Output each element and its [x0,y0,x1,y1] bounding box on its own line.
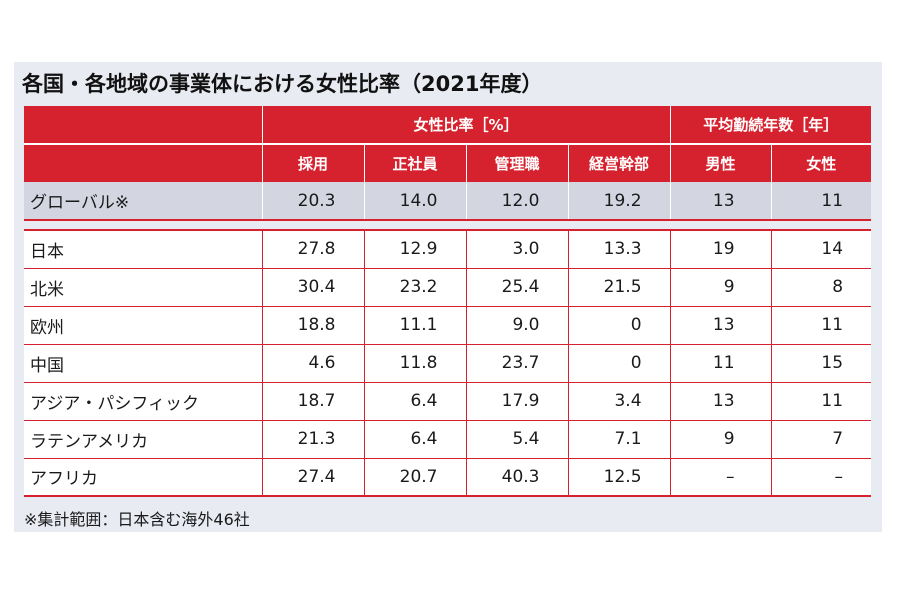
table-cell: 20.3 [261,182,364,221]
table-cell: 12.5 [567,457,671,497]
footnote: ※集計範囲：日本含む海外46社 [24,510,250,529]
table-cell: 19.2 [567,182,671,221]
table-cell: 0 [567,343,671,382]
table-cell: 13.3 [567,229,671,268]
data-table: 女性比率［%］ 平均勤続年数［年］ 採用 正社員 管理職 経営幹部 男性 女性 … [24,106,872,497]
header-corner [24,144,262,182]
row-label: 日本 [24,229,262,268]
table-cell: 12.0 [465,182,568,221]
table-cell: 8 [770,267,872,306]
page-title: 各国・各地域の事業体における女性比率（2021年度） [22,72,543,96]
global-row: グローバル※ 20.3 14.0 12.0 19.2 13 11 [24,182,872,221]
table-cell: 15 [770,343,872,382]
header-group-ratio: 女性比率［%］ [261,106,671,145]
table-cell: 27.8 [261,229,364,268]
table-cell: 30.4 [261,267,364,306]
table-cell: 9.0 [465,305,568,344]
table-cell: 6.4 [363,381,466,420]
table-cell: – [669,457,772,497]
table-cell: 7 [770,419,872,458]
column-header: 正社員 [363,144,466,182]
table-cell: 18.7 [261,381,364,420]
table-cell: 6.4 [363,419,466,458]
row-label: アジア・パシフィック [24,381,262,420]
table-cell: 13 [669,305,772,344]
table-cell: 27.4 [261,457,364,497]
table-cell: 21.3 [261,419,364,458]
header-group-row: 女性比率［%］ 平均勤続年数［年］ [24,106,872,145]
table-cell: 20.7 [363,457,466,497]
table-cell: 40.3 [465,457,568,497]
row-label: 欧州 [24,305,262,344]
table-cell: 11.8 [363,343,466,382]
table-cell: 9 [669,267,772,306]
table-cell: 3.0 [465,229,568,268]
table-row: アジア・パシフィック 18.7 6.4 17.9 3.4 13 11 [24,381,872,420]
table-cell: 13 [669,182,772,221]
row-label: ラテンアメリカ [24,419,262,458]
column-header: 経営幹部 [567,144,671,182]
column-header: 管理職 [465,144,568,182]
table-cell: 11 [770,305,872,344]
header-group-tenure: 平均勤続年数［年］ [669,106,872,145]
header-corner [24,106,262,145]
table-cell: 21.5 [567,267,671,306]
table-cell: 11 [770,381,872,420]
table-cell: 19 [669,229,772,268]
table-cell: 9 [669,419,772,458]
table-row: 欧州 18.8 11.1 9.0 0 13 11 [24,305,872,344]
table-cell: 11 [770,182,872,221]
table-row: 北米 30.4 23.2 25.4 21.5 9 8 [24,267,872,306]
table-cell: 11 [669,343,772,382]
table-cell: 3.4 [567,381,671,420]
table-row: ラテンアメリカ 21.3 6.4 5.4 7.1 9 7 [24,419,872,458]
table-row: アフリカ 27.4 20.7 40.3 12.5 – – [24,457,872,497]
table-cell: 14.0 [363,182,466,221]
header-column-row: 採用 正社員 管理職 経営幹部 男性 女性 [24,144,872,182]
table-cell: 13 [669,381,772,420]
table-cell: 12.9 [363,229,466,268]
column-header: 女性 [770,144,872,182]
table-cell: 17.9 [465,381,568,420]
table-row: 日本 27.8 12.9 3.0 13.3 19 14 [24,229,872,268]
column-header: 男性 [669,144,772,182]
table-cell: 0 [567,305,671,344]
row-label: グローバル※ [24,182,262,221]
table-panel: 各国・各地域の事業体における女性比率（2021年度） 女性比率［%］ 平均勤続年… [14,62,882,532]
table-cell: 7.1 [567,419,671,458]
table-cell: 25.4 [465,267,568,306]
table-cell: 4.6 [261,343,364,382]
row-label: 中国 [24,343,262,382]
row-label: 北米 [24,267,262,306]
table-cell: 11.1 [363,305,466,344]
column-header: 採用 [261,144,364,182]
table-cell: 23.2 [363,267,466,306]
table-cell: – [770,457,872,497]
table-cell: 14 [770,229,872,268]
table-cell: 5.4 [465,419,568,458]
table-cell: 18.8 [261,305,364,344]
table-cell: 23.7 [465,343,568,382]
row-separator [24,220,872,230]
table-row: 中国 4.6 11.8 23.7 0 11 15 [24,343,872,382]
row-label: アフリカ [24,457,262,497]
